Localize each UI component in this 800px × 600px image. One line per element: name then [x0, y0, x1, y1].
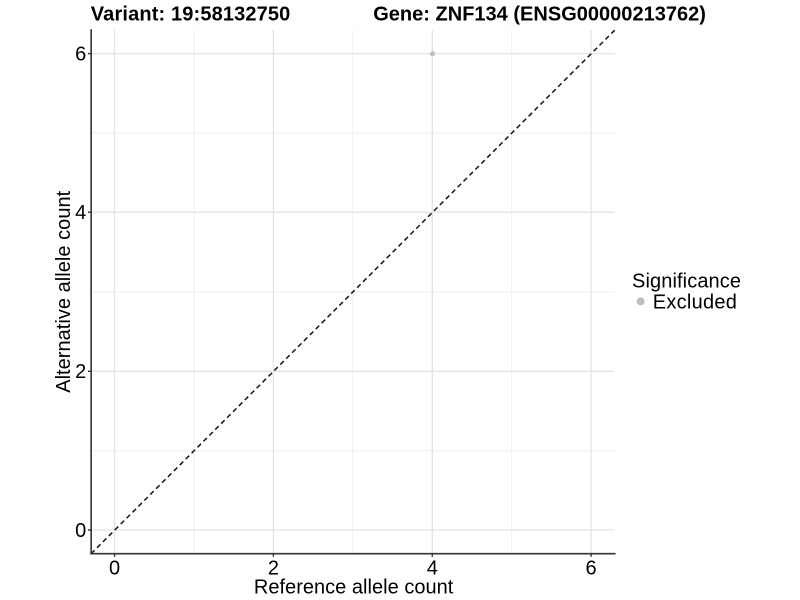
svg-text:6: 6: [585, 558, 596, 580]
svg-text:2: 2: [268, 558, 279, 580]
svg-text:0: 0: [75, 520, 86, 542]
svg-text:Excluded: Excluded: [653, 292, 737, 314]
svg-text:4: 4: [427, 558, 438, 580]
svg-text:4: 4: [75, 202, 86, 224]
svg-text:0: 0: [109, 558, 120, 580]
svg-text:Significance: Significance: [632, 271, 741, 293]
svg-text:6: 6: [75, 43, 86, 65]
svg-text:2: 2: [75, 361, 86, 383]
svg-text:Alternative allele count: Alternative allele count: [53, 190, 75, 392]
svg-text:Gene: ZNF134 (ENSG00000213762): Gene: ZNF134 (ENSG00000213762): [373, 4, 706, 26]
svg-text:Variant: 19:58132750: Variant: 19:58132750: [91, 4, 290, 26]
svg-text:Reference allele count: Reference allele count: [254, 576, 454, 598]
